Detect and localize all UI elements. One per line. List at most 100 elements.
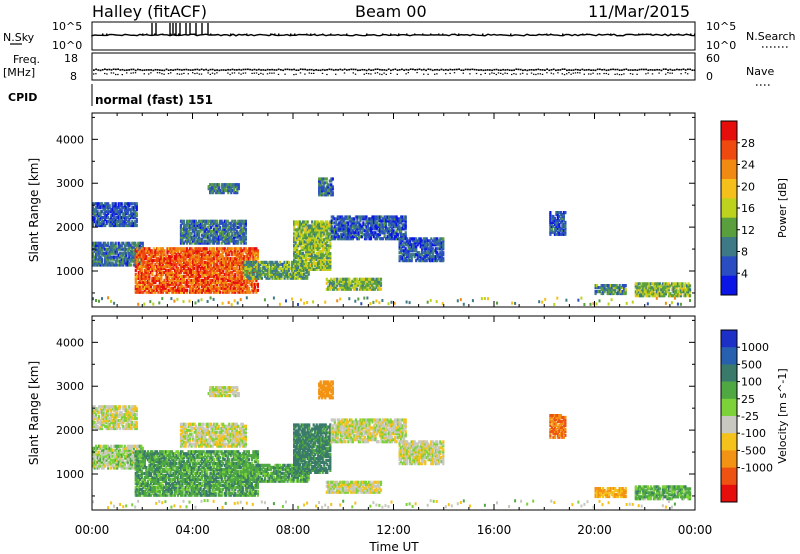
nsearch-dot [390,33,392,35]
cpid-label: CPID [8,91,37,104]
nsearch-dot [546,33,548,35]
colorbar-tick-label: 20 [741,180,755,193]
nave-point [299,72,302,74]
colorbar-swatch [721,467,737,486]
nave-point [183,72,185,74]
freq-point [645,68,647,71]
nsearch-dot [510,33,512,35]
freq-point [148,69,150,71]
scatter-region-10 [325,480,383,494]
freq-point [537,68,540,71]
nsearch-dot [414,33,416,35]
colorbar-swatch [721,121,737,141]
freq-point [277,68,280,71]
colorbar-tick-label: 28 [741,137,755,150]
nsearch-dot [306,33,308,35]
freq-point [486,69,489,71]
freq-point [350,68,353,71]
freq-point [361,68,364,71]
nave-point [522,72,524,74]
freq-point [625,68,628,70]
colorbar-tick-label: -500 [741,444,766,457]
freq-point [359,69,361,71]
freq-point [247,68,249,71]
nsearch-dot [146,33,148,35]
nsearch-dot [330,33,332,35]
nave-point [376,72,379,74]
nsearch-dot [170,33,172,35]
nave-point [497,72,500,74]
nave-point [687,73,689,75]
freq-point [409,68,412,70]
colorbar-tick-label: 1000 [741,341,769,354]
freq-point [519,68,522,71]
nsearch-dot [270,33,272,35]
freq-point [427,68,430,70]
time-axis: 00:00 04:00 08:00 12:00 16:00 20:00 00:00 [75,523,713,537]
nave-point [368,73,370,75]
freq-point [618,69,621,71]
freq-point [605,69,608,72]
nsearch-dot [562,33,564,35]
nave-point [533,73,535,75]
freq-point [244,68,247,71]
power-ylabel: Slant Range [km] [27,158,41,262]
freq-point [302,68,304,71]
freq-point [445,68,447,71]
freq-point [471,68,474,71]
freq-point [304,68,306,71]
freq-point [119,69,122,71]
freq-point [640,68,643,71]
scatter-region-11 [549,211,567,236]
freq-point [511,69,513,72]
freq-point [601,69,603,71]
nave-point [379,73,381,75]
x-tick-label: 12:00 [376,523,411,537]
y-tick-label: 1000 [56,265,84,278]
nsky-trace [91,23,696,37]
nsearch-dot [210,33,212,35]
scatter-region-12 [594,284,627,296]
freq-point [134,69,137,72]
nave-point [667,72,669,74]
freq-point [425,69,427,72]
freq-point [394,68,397,70]
nave-point [126,72,128,74]
freq-point [585,69,588,71]
nave-point [209,73,211,75]
freq-point [291,68,293,71]
freq-point [544,69,546,71]
freq-point [398,69,401,71]
freq-point [236,69,238,71]
nave-point [491,72,493,74]
freq-point [324,69,326,71]
freq-point [280,69,282,71]
nave-point [196,72,198,74]
nave-point [260,72,262,74]
freq-point [222,69,225,71]
nave-point [363,73,365,75]
freq-point [658,69,661,71]
nave-point [271,72,273,74]
freq-point [152,69,155,72]
colorbar-swatch [721,256,737,276]
freq-point [407,69,410,71]
freq-point [563,68,566,70]
freq-point [181,69,183,71]
freq-point [555,69,557,72]
nsearch-dot [646,33,648,35]
freq-point [420,69,423,71]
colorbar-tick-label: 24 [741,159,755,172]
freq-point [654,69,656,71]
freq-point [209,68,212,71]
freq-point [233,69,236,71]
nave-point [115,73,117,76]
freq-point [596,68,599,71]
colorbar-swatch [721,140,737,160]
nave-point [321,72,324,74]
freq-point [101,69,104,71]
freq-point [500,69,502,71]
freq-point [295,69,298,71]
nave-point [684,72,687,74]
nave-point [566,73,568,75]
